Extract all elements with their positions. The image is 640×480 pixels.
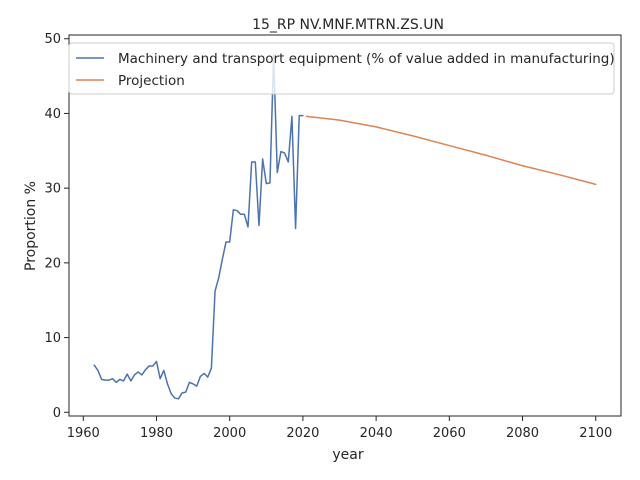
legend: Machinery and transport equipment (% of … xyxy=(68,42,615,95)
y-tick-label-20: 20 xyxy=(44,256,61,271)
y-tick-label-10: 10 xyxy=(44,331,61,346)
x-tick-label-2020: 2020 xyxy=(286,426,319,441)
x-tick-label-2080: 2080 xyxy=(506,426,539,441)
x-tick-label-1980: 1980 xyxy=(140,426,173,441)
legend-label-projection: Projection xyxy=(118,73,185,89)
x-tick-label-1960: 1960 xyxy=(67,426,100,441)
y-tick-label-0: 0 xyxy=(53,406,61,421)
legend-box xyxy=(68,42,615,95)
y-axis-label: Proportion % xyxy=(23,181,39,271)
x-axis-label: year xyxy=(332,447,363,463)
x-tick-label-2100: 2100 xyxy=(579,426,612,441)
x-tick-label-2060: 2060 xyxy=(433,426,466,441)
x-tick-label-2040: 2040 xyxy=(360,426,393,441)
y-tick-label-40: 40 xyxy=(44,107,61,122)
series-line-machinery xyxy=(93,54,304,400)
y-axis: 0 10 20 30 40 50 xyxy=(44,32,69,421)
y-tick-label-30: 30 xyxy=(44,182,61,197)
plot-frame xyxy=(68,34,622,417)
series-layer xyxy=(93,54,597,400)
x-axis: 1960 1980 2000 2020 2040 2060 2080 2100 xyxy=(67,416,612,441)
series-line-projection xyxy=(305,115,597,186)
legend-label-machinery: Machinery and transport equipment (% of … xyxy=(118,51,615,67)
x-tick-label-2000: 2000 xyxy=(213,426,246,441)
y-tick-label-50: 50 xyxy=(44,32,61,47)
chart-title: 15_RP NV.MNF.MTRN.ZS.UN xyxy=(252,17,444,33)
